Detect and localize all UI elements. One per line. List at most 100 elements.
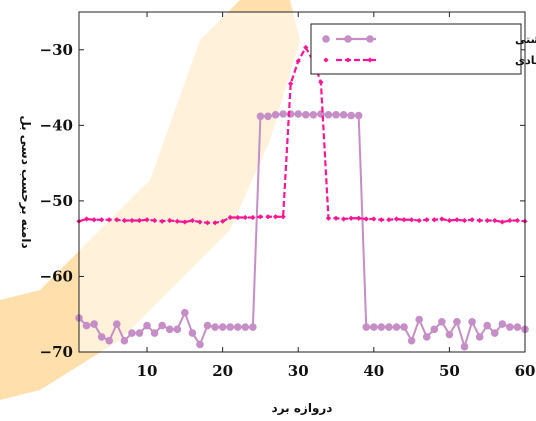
data-point-proposed: [401, 217, 407, 223]
legend-box: [310, 23, 522, 75]
data-point-returned: [490, 329, 499, 337]
x-tick-label: 10: [137, 362, 158, 380]
series-layer: [75, 44, 529, 351]
data-point-returned: [196, 340, 204, 349]
data-point-returned: [430, 325, 439, 334]
data-point-returned: [226, 323, 234, 331]
y-tick-label: −60: [40, 267, 73, 285]
data-point-proposed: [333, 215, 339, 221]
data-point-proposed: [227, 214, 233, 221]
data-point-proposed: [514, 217, 521, 224]
data-point-proposed: [454, 217, 460, 223]
data-point-returned: [211, 323, 219, 331]
data-point-proposed: [91, 217, 97, 223]
data-point-proposed: [409, 217, 415, 223]
data-point-returned: [377, 323, 386, 331]
legend: سیگنال بازگشتی آشکارساز کلاسیک پیشنهادی: [310, 23, 536, 75]
data-point-returned: [475, 333, 484, 341]
legend-label-returned: سیگنال بازگشتی: [515, 33, 536, 46]
data-point-returned: [422, 333, 431, 341]
data-point-proposed: [378, 217, 384, 223]
data-point-proposed: [288, 81, 294, 87]
data-point-returned: [241, 323, 250, 331]
data-point-proposed: [484, 217, 490, 224]
y-tick-label: −30: [40, 41, 73, 59]
y-tick-label: −50: [40, 192, 73, 210]
data-point-returned: [256, 112, 265, 121]
data-point-returned: [453, 317, 461, 326]
data-point-returned: [513, 323, 522, 331]
x-axis-label: دروازه برد: [272, 401, 333, 416]
data-point-returned: [143, 321, 151, 330]
data-point-returned: [97, 333, 106, 341]
data-point-returned: [362, 323, 371, 331]
data-point-proposed: [348, 215, 354, 221]
data-point-proposed: [507, 217, 513, 224]
data-point-proposed: [272, 214, 279, 220]
data-point-returned: [339, 110, 348, 119]
y-axis-label: دامنه برحسب دسی بل: [19, 115, 33, 248]
data-point-returned: [301, 110, 310, 119]
data-point-returned: [332, 110, 340, 119]
y-tick-label: −40: [40, 116, 73, 134]
legend-marker: [344, 35, 352, 43]
data-point-proposed: [492, 217, 498, 224]
legend-label-proposed: آشکارساز کلاسیک پیشنهادی: [515, 53, 536, 67]
data-point-proposed: [114, 217, 120, 223]
data-point-proposed: [174, 218, 180, 224]
data-point-returned: [407, 336, 416, 345]
data-point-proposed: [121, 217, 127, 224]
legend-marker: [367, 57, 373, 63]
data-point-returned: [158, 321, 166, 330]
data-point-proposed: [83, 216, 90, 222]
ticks-layer: 10 20 30 40 50 60 −30 −40 −50 −60 −70: [40, 12, 535, 380]
data-point-returned: [324, 110, 333, 119]
data-point-returned: [188, 329, 197, 337]
data-point-returned: [460, 342, 469, 351]
data-point-proposed: [340, 216, 347, 222]
data-point-returned: [438, 317, 446, 326]
data-point-returned: [105, 336, 114, 345]
data-point-returned: [181, 308, 189, 317]
data-point-returned: [233, 323, 242, 331]
data-point-proposed: [469, 217, 475, 223]
x-tick-label: 30: [288, 362, 309, 380]
data-point-returned: [82, 321, 91, 330]
data-point-returned: [370, 323, 378, 331]
data-point-proposed: [235, 214, 241, 221]
data-point-proposed: [212, 220, 218, 226]
data-point-proposed: [356, 215, 362, 221]
data-point-returned: [112, 320, 121, 328]
data-point-proposed: [106, 217, 112, 223]
data-point-proposed: [151, 217, 158, 224]
data-point-returned: [294, 110, 303, 118]
data-point-returned: [445, 330, 454, 339]
data-point-proposed: [189, 217, 195, 224]
legend-marker: [366, 35, 374, 43]
data-point-returned: [392, 323, 401, 331]
data-point-returned: [309, 110, 318, 119]
legend-marker: [322, 35, 330, 43]
x-tick-label: 50: [439, 362, 460, 380]
data-point-returned: [173, 325, 182, 334]
data-point-returned: [271, 110, 280, 119]
data-point-proposed: [204, 220, 211, 226]
data-point-proposed: [295, 58, 301, 64]
data-point-proposed: [144, 217, 150, 223]
data-point-returned: [165, 325, 174, 334]
data-point-returned: [218, 323, 227, 331]
data-point-returned: [415, 315, 423, 324]
legend-marker: [323, 57, 329, 63]
legend-swatch-returned: [322, 35, 376, 43]
data-point-returned: [90, 320, 98, 328]
data-point-returned: [468, 317, 476, 326]
plot-frame: [78, 11, 526, 353]
data-point-proposed: [136, 217, 143, 224]
data-point-returned: [506, 323, 514, 331]
data-point-returned: [279, 110, 287, 118]
data-point-proposed: [242, 214, 248, 221]
legend-swatch-proposed: [323, 57, 376, 63]
data-point-returned: [264, 112, 272, 121]
data-point-proposed: [477, 217, 483, 224]
data-point-returned: [347, 111, 355, 120]
